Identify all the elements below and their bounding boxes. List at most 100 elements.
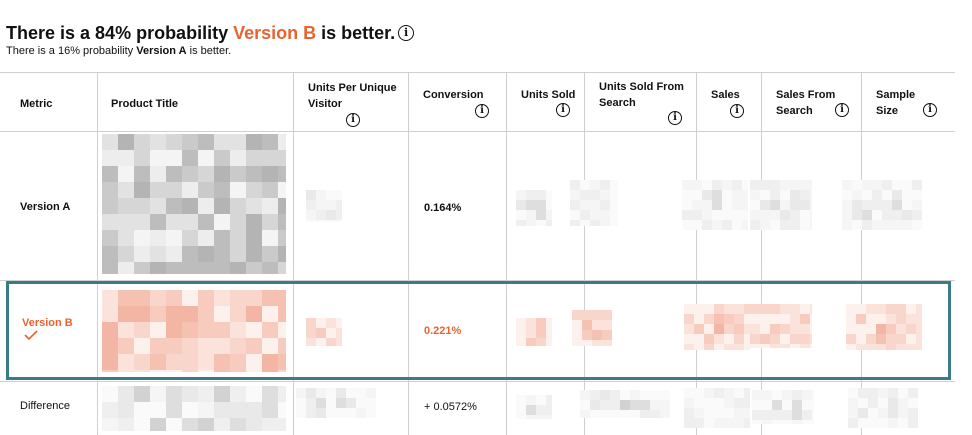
redaction-pixel	[762, 390, 772, 400]
redaction-pixel	[780, 190, 790, 200]
redaction-pixel	[592, 320, 602, 330]
redaction-pixel	[734, 408, 744, 418]
redaction-pixel	[640, 390, 650, 400]
redaction-pixel	[262, 150, 278, 166]
redaction-pixel	[326, 338, 336, 346]
redaction-pixel	[316, 338, 326, 346]
redaction-pixel	[782, 410, 792, 420]
column-header-sales[interactable]: Sales i	[711, 87, 751, 119]
column-header-sample-size[interactable]: Sample Size i	[876, 87, 937, 119]
redaction-pixel	[852, 200, 862, 210]
redaction-pixel	[366, 398, 376, 408]
redaction-pixel	[660, 390, 670, 400]
column-header-product-title[interactable]: Product Title	[111, 96, 178, 112]
redaction-pixel	[580, 200, 590, 210]
redaction-pixel	[102, 386, 118, 402]
redaction-pixel	[526, 220, 536, 226]
redaction-pixel	[906, 334, 916, 344]
redaction-pixel	[590, 390, 600, 400]
redaction-pixel	[326, 328, 336, 338]
redaction-pixel	[118, 386, 134, 402]
info-icon[interactable]: i	[398, 25, 415, 41]
redaction-pixel	[118, 134, 134, 150]
redaction-pixel	[246, 134, 262, 150]
redaction-pixel	[580, 390, 590, 400]
column-header-conversion[interactable]: Conversion i	[423, 87, 503, 119]
redaction-pixel	[846, 344, 856, 350]
redaction-pixel	[580, 190, 590, 200]
row-label-version-a: Version A	[20, 201, 71, 213]
redaction-pixel	[230, 338, 246, 354]
info-icon[interactable]: i	[475, 104, 489, 119]
redaction-pixel	[868, 418, 878, 428]
redaction-pixel	[306, 210, 316, 220]
header-rule	[0, 131, 955, 132]
redaction-pixel	[296, 398, 306, 408]
redaction-pixel	[712, 210, 722, 220]
redaction-pixel	[262, 214, 278, 230]
info-icon[interactable]: i	[923, 103, 937, 117]
redaction-pixel	[536, 190, 546, 200]
redaction-pixel	[166, 182, 182, 198]
col-divider	[584, 72, 585, 435]
info-icon[interactable]: i	[668, 111, 682, 125]
redaction-pixel	[810, 210, 812, 220]
redaction-pixel	[278, 338, 286, 354]
redaction-pixel	[150, 198, 166, 214]
redaction-pixel	[262, 354, 278, 370]
redaction-pixel	[230, 322, 246, 338]
redaction-pixel	[198, 354, 214, 370]
redaction-pixel	[182, 322, 198, 338]
redaction-pixel	[278, 230, 286, 246]
redaction-pixel	[858, 418, 868, 428]
info-icon[interactable]: i	[835, 103, 849, 117]
redaction-pixel	[102, 150, 118, 166]
column-header-units-sold-from-search[interactable]: Units Sold From Search i	[599, 79, 689, 125]
redaction-pixel	[760, 210, 770, 220]
redaction-pixel	[306, 328, 316, 338]
column-header-units-sold[interactable]: Units Sold i	[521, 87, 581, 117]
redaction-pixel	[278, 354, 286, 370]
redaction-pixel	[886, 324, 896, 334]
redaction-pixel	[592, 310, 602, 320]
redaction-pixel	[246, 338, 262, 354]
redaction-pixel	[858, 398, 868, 408]
redaction-pixel	[590, 200, 600, 210]
column-header-units-per-unique-visitor[interactable]: Units Per Unique Visitor i	[308, 80, 403, 128]
column-header-sales-from-search[interactable]: Sales From Search i	[776, 87, 849, 119]
redaction-pixel	[546, 200, 552, 210]
redaction-pixel	[346, 398, 356, 408]
redaction-pixel	[782, 400, 792, 410]
redaction-pixel	[516, 415, 526, 419]
redaction-pixel	[118, 230, 134, 246]
redaction-pixel	[366, 408, 376, 418]
redaction-pixel	[246, 214, 262, 230]
redaction-pixel	[214, 370, 230, 372]
info-icon[interactable]: i	[556, 103, 570, 117]
redaction-pixel	[198, 150, 214, 166]
redaction-pixel	[214, 166, 230, 182]
redaction-pixel	[908, 388, 918, 398]
redaction-pixel	[118, 166, 134, 182]
redaction-pixel	[848, 418, 858, 428]
redaction-pixel	[770, 334, 780, 344]
redaction-pixel	[182, 150, 198, 166]
info-icon[interactable]: i	[346, 113, 360, 128]
redaction-pixel	[214, 182, 230, 198]
redacted-units-sold-difference	[516, 395, 552, 419]
redaction-pixel	[872, 220, 882, 230]
redaction-pixel	[800, 314, 810, 324]
redaction-pixel	[620, 400, 630, 410]
redaction-pixel	[102, 214, 118, 230]
redaction-pixel	[694, 408, 704, 418]
column-header-metric[interactable]: Metric	[20, 96, 52, 112]
redaction-pixel	[536, 210, 546, 220]
redacted-product-image-a	[102, 134, 286, 274]
redaction-pixel	[896, 304, 906, 314]
redaction-pixel	[812, 410, 814, 420]
redaction-pixel	[150, 214, 166, 230]
redaction-pixel	[898, 388, 908, 398]
redaction-pixel	[166, 262, 182, 274]
redaction-pixel	[852, 210, 862, 220]
info-icon[interactable]: i	[730, 104, 744, 119]
